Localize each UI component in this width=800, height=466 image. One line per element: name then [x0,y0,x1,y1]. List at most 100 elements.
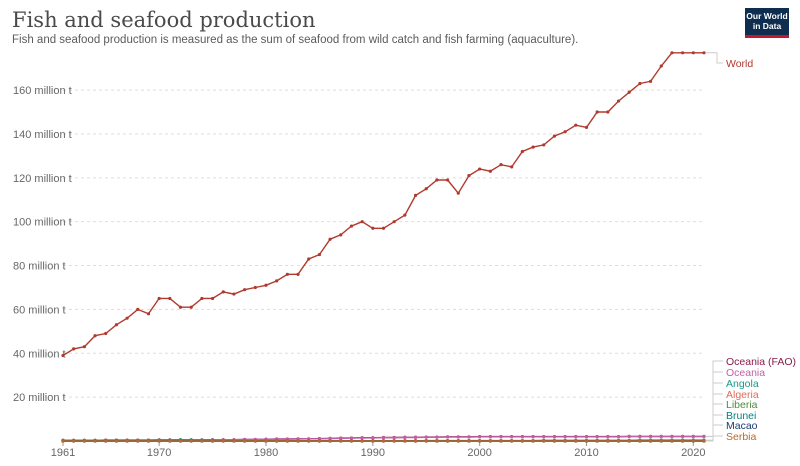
owid-logo[interactable]: Our World in Data [745,8,789,38]
data-point [478,435,482,439]
data-point [702,439,706,443]
data-point [253,439,257,443]
data-point [435,178,439,182]
data-point [424,439,428,443]
data-point [446,439,450,443]
data-point [349,439,354,443]
data-point [584,439,589,443]
data-point [72,347,76,351]
data-point [648,79,653,83]
data-point [381,436,386,440]
data-point [403,439,407,443]
x-tick-label: 2020 [681,447,705,459]
data-point [403,213,407,217]
data-point [488,169,492,173]
y-tick-label: 80 million t [13,261,66,273]
data-point [520,149,524,154]
data-point [606,110,610,114]
series-label: Serbia [726,431,757,443]
data-point [520,435,524,439]
data-point [616,99,621,103]
data-point [381,226,386,230]
y-tick-label: 100 million t [13,217,72,229]
data-point [264,283,268,287]
data-point [510,435,514,439]
data-point [200,296,204,301]
data-point [638,435,642,439]
data-point [702,435,706,439]
data-point [275,439,279,443]
data-point [210,296,215,301]
data-point [659,435,663,439]
series-label: Oceania (FAO) [726,356,796,368]
y-tick-label: 20 million t [13,392,66,404]
data-point [392,436,396,440]
series-label: Liberia [726,399,758,411]
data-point [168,296,172,301]
data-point [349,224,354,228]
data-point [210,439,215,443]
y-tick-label: 140 million t [13,129,72,141]
data-point [114,439,119,443]
data-point [104,439,108,443]
series-label: Oceania [726,367,765,379]
data-point [478,439,482,443]
series-lines [61,51,706,443]
series-label: Brunei [726,410,756,422]
data-point [531,435,535,439]
data-point [552,439,557,443]
data-point [574,123,578,127]
data-point [328,436,332,441]
data-point [574,435,578,439]
chart-subtitle: Fish and seafood production is measured … [12,34,579,46]
data-point [93,439,97,443]
data-point [339,439,343,443]
data-point [189,439,193,443]
data-point [360,439,364,443]
data-point [456,435,460,439]
data-point [232,292,236,296]
data-point [253,285,257,290]
x-tick-label: 1990 [361,447,385,459]
data-point [221,439,225,443]
data-point [681,439,685,443]
series-line [62,52,704,357]
data-point [146,439,151,443]
data-point [670,439,674,443]
data-point [542,439,546,443]
data-point [157,296,161,301]
data-point [285,272,289,276]
data-point [627,435,631,439]
data-point [499,439,503,443]
data-point [317,252,321,257]
data-point [136,307,140,312]
data-point [371,226,375,230]
data-point [93,334,97,338]
logo-line-2: in Data [752,21,782,31]
series-labels: World Oceania (FAO)OceaniaAngolaAlgeriaLi… [706,52,796,443]
data-point [371,439,375,443]
series-world [61,51,706,358]
data-point [584,435,589,439]
data-point [178,439,183,443]
data-point [670,51,674,55]
data-point [339,233,343,237]
data-point [82,345,86,349]
data-point [691,439,695,443]
data-point [563,130,567,134]
data-point [638,81,642,86]
data-point [691,435,695,439]
y-tick-label: 40 million t [13,348,66,360]
data-point [467,435,471,439]
data-point [72,439,76,443]
data-point [542,435,546,439]
data-point [307,439,311,443]
data-point [595,110,599,114]
data-point [243,439,247,443]
data-point [328,439,332,443]
data-point [328,237,332,241]
data-point [510,439,514,443]
series-label: Macao [726,420,758,432]
data-point [243,288,247,292]
data-point [467,174,471,178]
